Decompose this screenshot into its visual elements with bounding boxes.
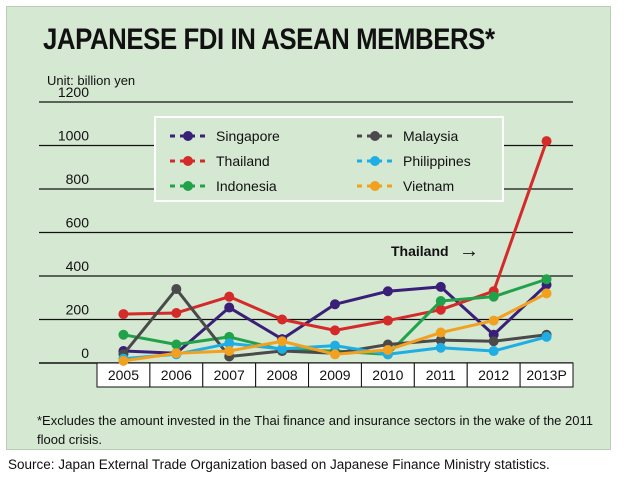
legend-swatch-marker <box>370 131 380 141</box>
data-point <box>330 340 340 351</box>
x-tick-label: 2013P <box>526 367 566 383</box>
y-tick-label: 200 <box>66 302 90 318</box>
legend-swatch-marker <box>183 131 193 141</box>
unit-label: Unit: billion yen <box>47 73 136 88</box>
data-point <box>224 302 235 313</box>
x-tick-cell <box>466 362 521 388</box>
data-point <box>277 314 288 325</box>
data-point <box>118 355 129 366</box>
data-point <box>541 274 552 285</box>
x-tick-label: 2009 <box>319 367 350 383</box>
data-point <box>118 309 129 320</box>
x-tick-label: 2011 <box>426 367 456 383</box>
data-point <box>435 342 446 353</box>
data-point <box>541 288 552 299</box>
legend-swatch-marker <box>183 181 193 191</box>
data-point <box>171 348 182 359</box>
legend-label: Malaysia <box>403 128 458 144</box>
source-note: Source: Japan External Trade Organizatio… <box>8 457 550 472</box>
x-axis: 2005 2006 2007 2008 2009 2010 2011 2012 2013P <box>96 362 574 388</box>
data-point <box>488 315 499 326</box>
data-point <box>435 281 446 292</box>
data-point <box>382 315 393 326</box>
legend-label: Philippines <box>403 153 471 169</box>
series-vietnam <box>118 288 552 366</box>
x-tick-cell <box>360 362 415 388</box>
data-point <box>330 299 340 310</box>
legend-item-malaysia: Malaysia <box>357 128 458 144</box>
x-tick-cell <box>96 362 151 388</box>
x-tick-cell <box>255 362 310 388</box>
legend-item-singapore: Singapore <box>170 128 280 144</box>
series-lines <box>118 136 552 366</box>
data-point <box>224 346 235 357</box>
x-tick-label: 2005 <box>108 367 139 383</box>
data-point <box>382 286 393 297</box>
data-point <box>488 336 499 347</box>
x-tick-cell <box>519 362 574 388</box>
annotation-label: Thailand <box>391 243 449 259</box>
x-tick-cell <box>202 362 257 388</box>
y-tick-label: 600 <box>66 215 90 231</box>
legend-item-philippines: Philippines <box>357 153 471 169</box>
legend-item-thailand: Thailand <box>170 153 270 169</box>
x-tick-label: 2010 <box>372 367 403 383</box>
data-point <box>277 336 288 347</box>
data-point <box>488 291 499 302</box>
legend: Singapore Thailand Indonesia Malaysia Philip… <box>154 116 504 202</box>
annotation-arrow: → <box>459 240 479 262</box>
legend-item-indonesia: Indonesia <box>170 178 277 194</box>
legend-box <box>154 116 504 202</box>
data-point <box>435 327 446 338</box>
y-tick-label: 400 <box>66 258 90 274</box>
data-point <box>541 136 552 147</box>
data-point <box>171 284 182 295</box>
data-point <box>382 344 393 355</box>
data-point <box>435 296 446 307</box>
legend-label: Singapore <box>216 128 280 144</box>
legend-swatch-marker <box>370 156 380 166</box>
data-point <box>330 349 340 360</box>
legend-label: Indonesia <box>216 178 277 194</box>
data-point <box>277 343 288 354</box>
y-tick-label: 800 <box>66 171 90 187</box>
data-point <box>488 346 499 357</box>
data-point <box>171 339 182 350</box>
data-point <box>541 331 552 342</box>
data-point <box>435 335 446 346</box>
data-point <box>118 329 129 340</box>
y-tick-label: 1200 <box>58 84 89 100</box>
legend-swatch-marker <box>370 181 380 191</box>
chart-title: JAPANESE FDI IN ASEAN MEMBERS* <box>43 23 495 56</box>
annotation: Thailand → <box>391 240 479 262</box>
legend-item-vietnam: Vietnam <box>357 178 454 194</box>
data-point <box>171 307 182 318</box>
legend-swatch-marker <box>183 156 193 166</box>
legend-label: Vietnam <box>403 178 454 194</box>
data-point <box>330 325 340 336</box>
x-tick-label: 2007 <box>214 367 245 383</box>
data-point <box>435 304 446 315</box>
chart-panel: JAPANESE FDI IN ASEAN MEMBERS* Unit: bil… <box>6 6 611 450</box>
y-tick-label: 0 <box>81 345 89 361</box>
data-point <box>224 291 235 302</box>
legend-label: Thailand <box>216 153 270 169</box>
x-tick-cell <box>149 362 204 388</box>
x-tick-cell <box>413 362 468 388</box>
data-point <box>224 338 235 349</box>
x-tick-label: 2006 <box>161 367 192 383</box>
x-tick-label: 2012 <box>478 367 509 383</box>
footnote: *Excludes the amount invested in the Tha… <box>37 413 593 447</box>
x-tick-label: 2008 <box>267 367 298 383</box>
y-tick-label: 1000 <box>58 128 89 144</box>
